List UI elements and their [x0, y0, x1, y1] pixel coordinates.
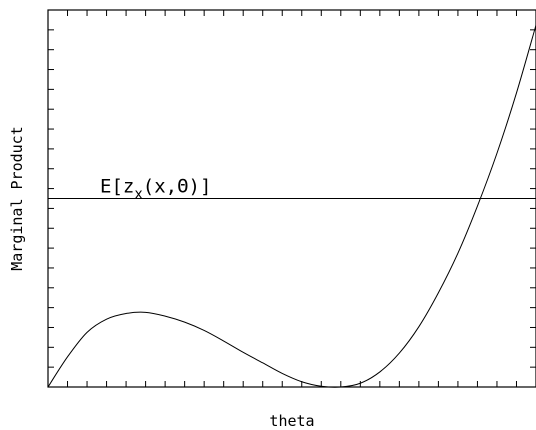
reference-label-tail: (x,Θ)] [143, 176, 212, 198]
reference-label-subscript: x [134, 187, 142, 203]
plot-frame [47, 9, 536, 388]
x-axis-title: theta [269, 412, 314, 430]
marginal-product-curve [47, 24, 536, 388]
reference-label-main: E[z [100, 176, 134, 198]
reference-line-label: E[zx(x,Θ)] [100, 176, 211, 203]
y-axis-title: Marginal Product [8, 126, 26, 271]
tick-marks [48, 10, 536, 387]
